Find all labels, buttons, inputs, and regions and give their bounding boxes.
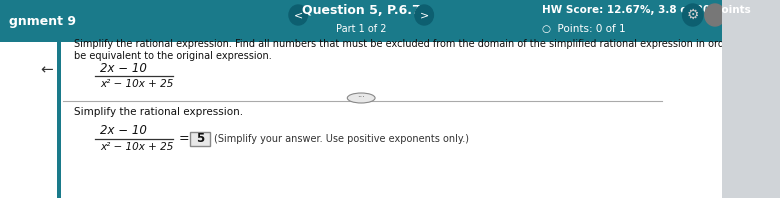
Circle shape <box>415 5 434 25</box>
Bar <box>0 0 722 42</box>
Bar <box>190 132 211 146</box>
Text: x² − 10x + 25: x² − 10x + 25 <box>100 142 173 152</box>
Circle shape <box>705 4 725 26</box>
Circle shape <box>289 5 307 25</box>
Text: ○  Points: 0 of 1: ○ Points: 0 of 1 <box>542 24 626 34</box>
Text: >: > <box>420 10 429 20</box>
Text: ···: ··· <box>357 93 365 103</box>
Text: gnment 9: gnment 9 <box>9 14 76 28</box>
Text: Simplify the rational expression. Find all numbers that must be excluded from th: Simplify the rational expression. Find a… <box>74 39 773 61</box>
Text: 2x − 10: 2x − 10 <box>100 62 147 74</box>
Text: (Simplify your answer. Use positive exponents only.): (Simplify your answer. Use positive expo… <box>214 134 469 144</box>
Text: <: < <box>293 10 303 20</box>
Text: Part 1 of 2: Part 1 of 2 <box>336 24 386 34</box>
Text: 5: 5 <box>196 132 204 146</box>
Text: =: = <box>179 132 190 146</box>
Text: HW Score: 12.67%, 3.8 of 30 points: HW Score: 12.67%, 3.8 of 30 points <box>542 5 750 15</box>
Ellipse shape <box>347 93 375 103</box>
Bar <box>58 42 61 198</box>
Circle shape <box>682 4 703 26</box>
Text: Question 5, P.6.7: Question 5, P.6.7 <box>302 4 420 16</box>
Text: x² − 10x + 25: x² − 10x + 25 <box>100 79 173 89</box>
Bar <box>0 42 722 198</box>
Text: Simplify the rational expression.: Simplify the rational expression. <box>74 107 243 117</box>
Text: 2x − 10: 2x − 10 <box>100 125 147 137</box>
Text: ←: ← <box>40 63 53 77</box>
Text: ⚙: ⚙ <box>686 8 699 22</box>
